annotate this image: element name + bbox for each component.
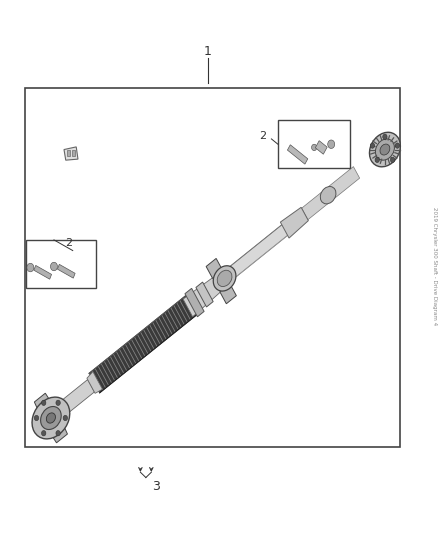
Polygon shape xyxy=(47,417,67,443)
Circle shape xyxy=(27,263,34,272)
Polygon shape xyxy=(280,207,308,238)
Polygon shape xyxy=(53,401,68,421)
Circle shape xyxy=(370,143,374,148)
Circle shape xyxy=(390,157,395,163)
Text: 2019 Chrysler 300 Shaft - Drive Diagram 4: 2019 Chrysler 300 Shaft - Drive Diagram … xyxy=(432,207,437,326)
Bar xyxy=(287,145,308,164)
Circle shape xyxy=(56,400,60,406)
Circle shape xyxy=(56,431,60,436)
Bar xyxy=(278,120,350,168)
Bar xyxy=(315,141,327,154)
Polygon shape xyxy=(183,277,222,317)
Polygon shape xyxy=(220,284,237,304)
Polygon shape xyxy=(185,288,204,317)
Polygon shape xyxy=(206,259,223,278)
Circle shape xyxy=(34,415,39,421)
Text: 2: 2 xyxy=(259,131,266,141)
Ellipse shape xyxy=(320,187,336,204)
Bar xyxy=(67,150,70,157)
Circle shape xyxy=(311,144,317,151)
Ellipse shape xyxy=(32,397,70,439)
Polygon shape xyxy=(225,220,294,281)
Text: 1: 1 xyxy=(204,45,212,58)
Polygon shape xyxy=(89,295,197,393)
Polygon shape xyxy=(328,167,360,198)
Ellipse shape xyxy=(46,413,56,423)
Polygon shape xyxy=(87,372,102,393)
Ellipse shape xyxy=(380,144,390,155)
Text: 3: 3 xyxy=(152,480,159,493)
Polygon shape xyxy=(302,192,328,220)
Bar xyxy=(57,264,75,278)
Ellipse shape xyxy=(217,270,232,287)
Circle shape xyxy=(63,415,67,421)
Polygon shape xyxy=(57,379,94,416)
Ellipse shape xyxy=(370,132,400,167)
Ellipse shape xyxy=(41,407,61,430)
Circle shape xyxy=(395,143,399,148)
Circle shape xyxy=(328,140,335,149)
Circle shape xyxy=(383,134,387,140)
Bar xyxy=(72,150,75,157)
Circle shape xyxy=(375,157,379,163)
Ellipse shape xyxy=(213,266,236,291)
Circle shape xyxy=(50,262,57,271)
Polygon shape xyxy=(34,393,55,419)
Circle shape xyxy=(42,400,46,406)
Bar xyxy=(25,88,400,447)
Text: 2: 2 xyxy=(65,238,72,247)
Circle shape xyxy=(42,431,46,436)
Polygon shape xyxy=(196,282,213,307)
Polygon shape xyxy=(64,147,78,160)
Bar xyxy=(34,265,52,279)
Ellipse shape xyxy=(375,139,394,160)
Bar xyxy=(26,240,96,288)
